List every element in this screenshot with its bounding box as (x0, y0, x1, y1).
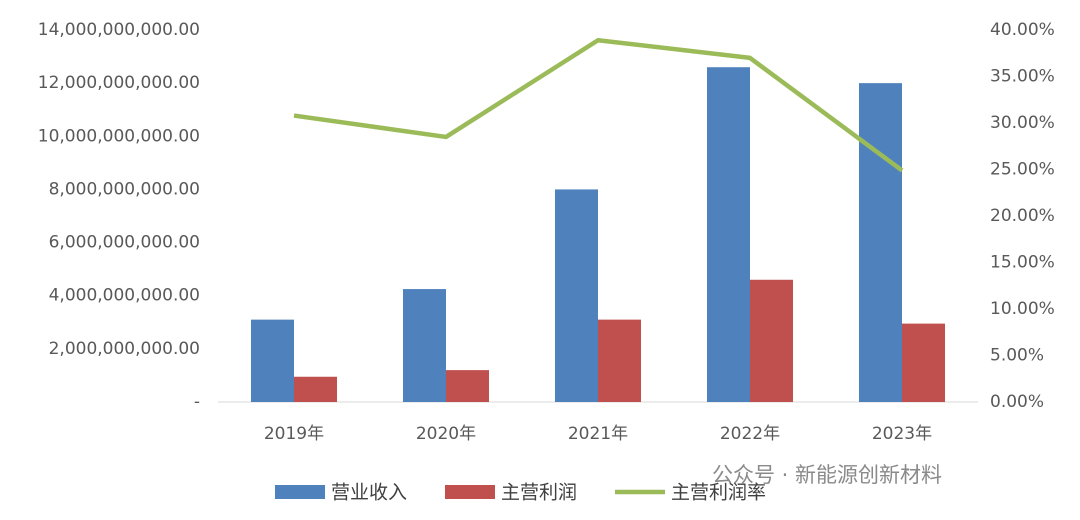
bar (750, 279, 793, 402)
legend-label: 主营利润 (501, 482, 577, 504)
y-tick-label: 4,000,000,000.00 (49, 286, 200, 306)
x-tick-label: 2021年 (568, 424, 628, 444)
y2-tick-label: 5.00% (990, 346, 1044, 366)
bar (902, 323, 945, 402)
bar (403, 289, 446, 402)
y2-tick-label: 25.00% (990, 160, 1055, 180)
x-tick-label: 2022年 (720, 424, 780, 444)
x-tick-label: 2019年 (264, 424, 324, 444)
bar (598, 319, 641, 402)
x-tick-label: 2020年 (416, 424, 476, 444)
y2-tick-label: 40.00% (990, 20, 1055, 40)
line (293, 37, 904, 173)
x-tick-label: 2023年 (872, 424, 932, 444)
y2-tick-label: 20.00% (990, 206, 1055, 226)
y-tick-label: 12,000,000,000.00 (38, 73, 200, 93)
y-tick-label: 6,000,000,000.00 (49, 233, 200, 253)
y-tick-label: 8,000,000,000.00 (49, 179, 200, 199)
bar (555, 189, 598, 402)
legend-swatch (445, 485, 495, 499)
y2-tick-label: 35.00% (990, 67, 1055, 87)
y2-tick-label: 15.00% (990, 253, 1055, 273)
bar (446, 370, 489, 402)
y2-tick-label: 30.00% (990, 113, 1055, 133)
y-tick-label: 2,000,000,000.00 (49, 339, 200, 359)
watermark: 公众号 · 新能源创新材料 (712, 463, 942, 487)
y-tick-label: 14,000,000,000.00 (38, 20, 200, 40)
bar (707, 67, 750, 402)
legend-label: 营业收入 (331, 482, 407, 504)
bar (251, 319, 294, 402)
y2-tick-label: 0.00% (990, 392, 1044, 412)
y-tick-label: 10,000,000,000.00 (38, 126, 200, 146)
bar (294, 376, 337, 402)
y-tick-label: - (194, 392, 200, 412)
legend-swatch (275, 485, 325, 499)
legend-label: 主营利润率 (671, 482, 766, 504)
y2-tick-label: 10.00% (990, 299, 1055, 319)
bar (859, 83, 902, 403)
